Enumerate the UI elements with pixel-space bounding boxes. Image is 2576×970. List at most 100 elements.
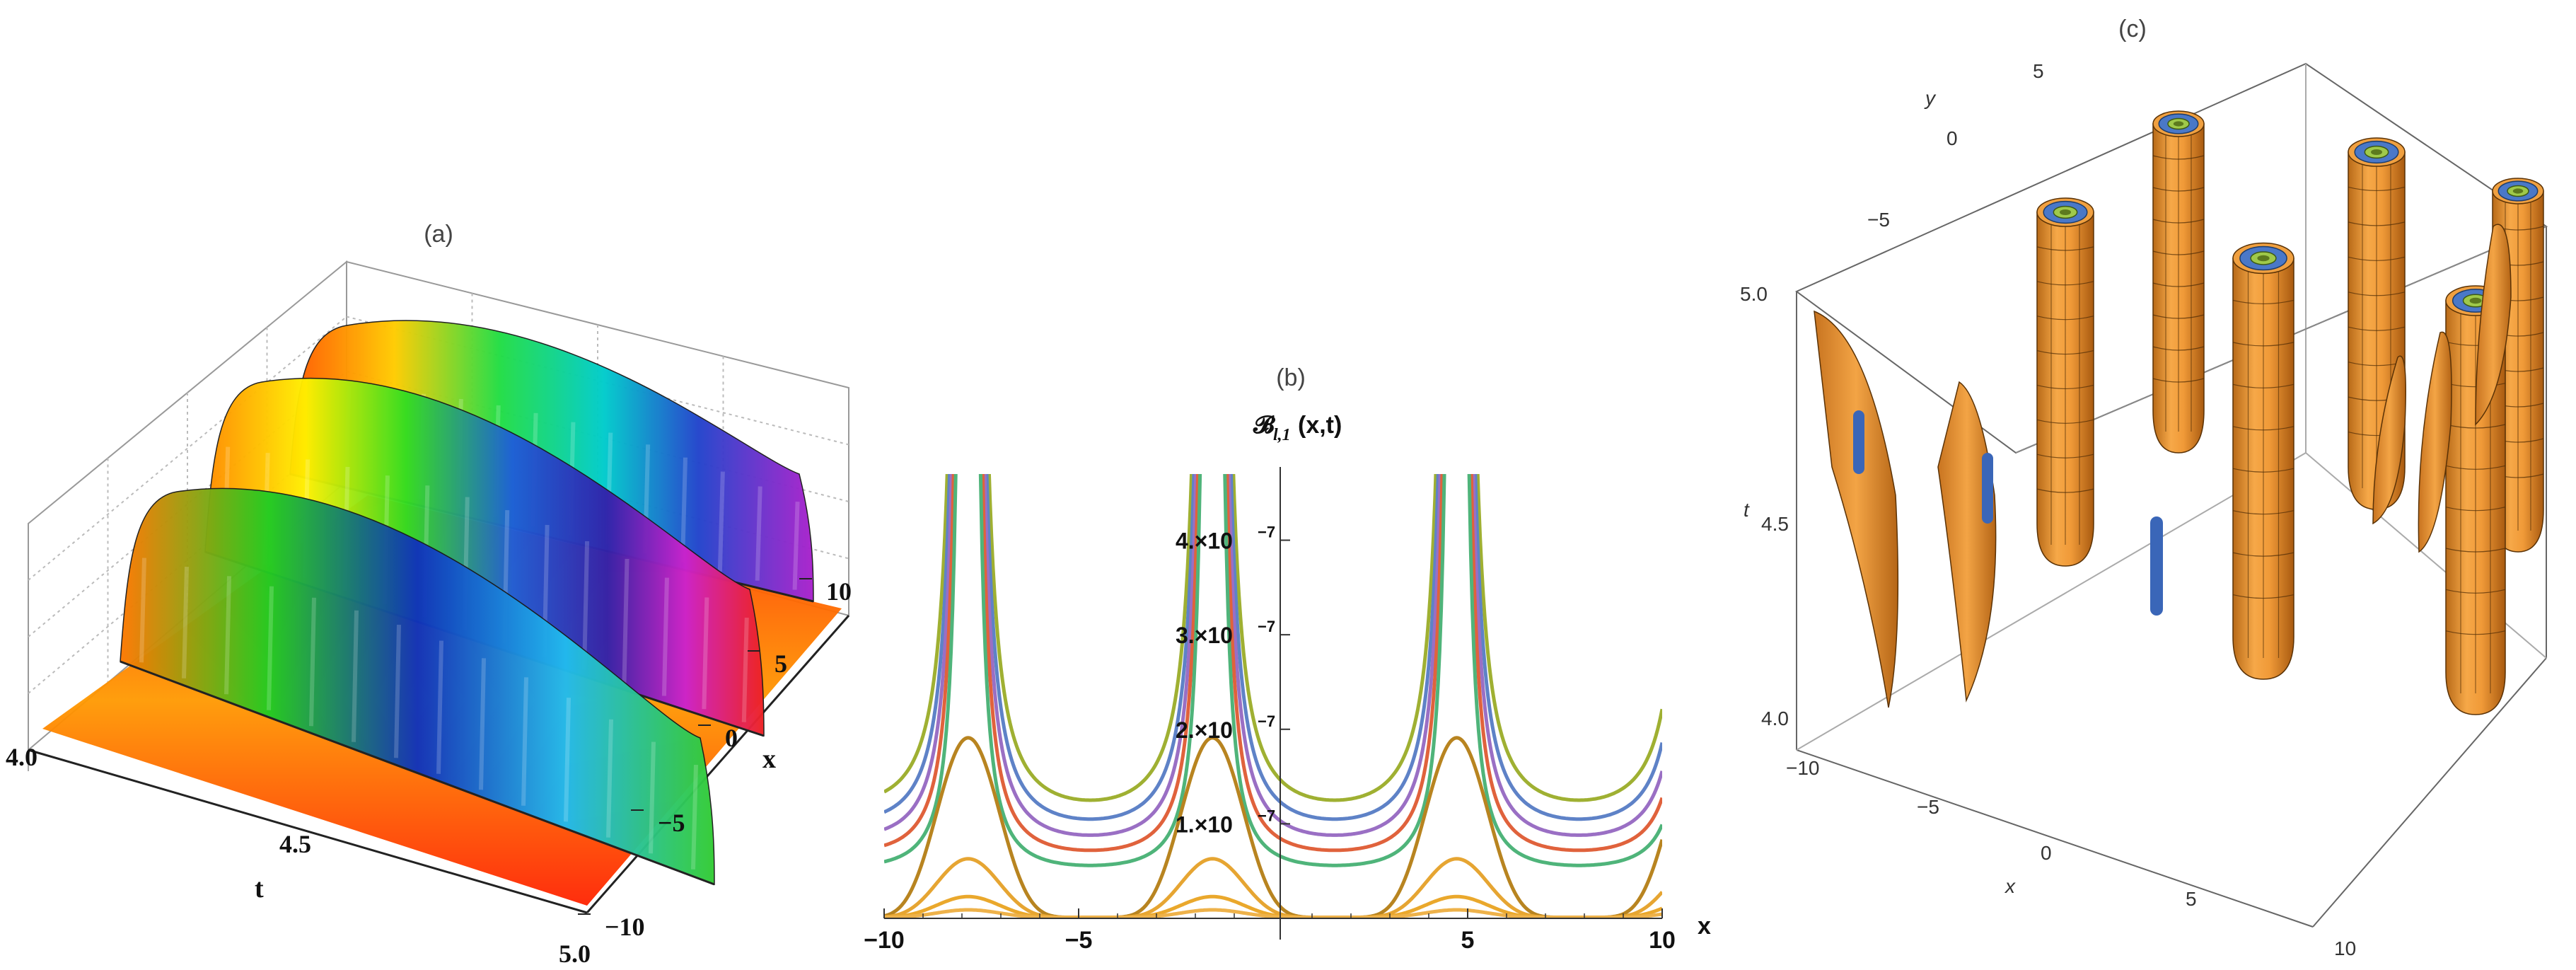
floor-edge-front — [28, 749, 588, 914]
tick-label-t: 4.5 — [279, 830, 311, 858]
tick-label-x: −10 — [605, 913, 645, 941]
axis-label-t: t — [255, 874, 264, 903]
tick-label-y: −5 — [1867, 209, 1890, 231]
y-tick-exponent: −7 — [1258, 712, 1275, 730]
panel-c-title: (c) — [2118, 16, 2147, 42]
axis-tick-group: −10 −5 0 5 10 x 5 0 −5 y 5.0 4.5 4.0 t — [1740, 60, 2356, 959]
y-tick-label: 2.×10 −7 — [1176, 712, 1275, 743]
y-tick-exponent: −7 — [1258, 618, 1275, 635]
ridge-streak — [352, 610, 359, 742]
surface-ridges — [42, 320, 842, 906]
tick-label-x: 10 — [826, 577, 852, 606]
ridge-base — [120, 660, 715, 886]
slice-opening — [1982, 453, 1993, 524]
y-tick-mantissa: 3.×10 — [1176, 623, 1233, 648]
series-line-8 — [884, 908, 1662, 918]
tick-label-x: −5 — [658, 809, 685, 837]
series-line-5 — [884, 736, 1662, 918]
series-line-4 — [884, 474, 1662, 867]
tick-label-y: 5 — [2033, 60, 2044, 82]
ridge-streak — [702, 597, 709, 710]
tick-label-x: 5 — [774, 649, 787, 678]
tube-center — [2173, 121, 2184, 127]
tick-label-x: 5 — [2186, 888, 2197, 910]
ridge-streak — [582, 541, 590, 670]
series-line-2 — [884, 474, 1662, 837]
ridge-streak — [691, 765, 698, 870]
series-line-0 — [884, 474, 1662, 802]
y-tick-label: 4.×10 −7 — [1176, 524, 1275, 554]
cube-edge — [2312, 657, 2547, 928]
x-tick-label: −10 — [864, 927, 905, 954]
isosurface-plot-svg: −10 −5 0 5 10 x 5 0 −5 y 5.0 4.5 4.0 t (c) — [1740, 16, 2548, 959]
y-tick-label: 1.×10 −7 — [1176, 807, 1275, 837]
isosurface-tubes: −10 −5 0 5 10 x 5 0 −5 y 5.0 4.5 4.0 t — [1740, 60, 2544, 959]
axis-label-x: x — [762, 744, 776, 774]
ridge — [120, 487, 715, 886]
y-tick-mantissa: 1.×10 — [1176, 812, 1233, 837]
y-tick-mantissa: 4.×10 — [1176, 529, 1233, 554]
ridge-streak — [309, 597, 316, 727]
grid-line — [28, 316, 347, 581]
side-slice-4 — [2372, 355, 2406, 525]
tube-center — [2371, 149, 2382, 155]
ridge-streak — [267, 586, 274, 710]
x-tick-label: 5 — [1461, 927, 1475, 954]
slice-opening — [1853, 410, 1864, 474]
surface-axis-labels: (a) 4.0 4.5 5.0 t 10 5 0 −5 −10 x — [6, 221, 852, 968]
tick-label-t: 4.5 — [1761, 513, 1789, 535]
axis-label-t: t — [1744, 499, 1750, 521]
tick-label-x: −10 — [1786, 757, 1820, 779]
cube-edge — [1796, 749, 2314, 928]
cube-edge-back — [2305, 452, 2547, 659]
axis-label-y: y — [1924, 87, 1937, 109]
isosurface-axis-labels: (c) — [2118, 16, 2147, 42]
x-tick-label: 10 — [1649, 927, 1676, 954]
x-tick-label: −5 — [1065, 927, 1093, 954]
side-slice-2 — [2475, 224, 2512, 426]
cube-edge-back — [1796, 452, 2307, 751]
y-tick-label: 3.×10 −7 — [1176, 618, 1275, 648]
y-axis-label-sub: l,1 — [1273, 426, 1291, 444]
ridge-face — [204, 377, 765, 737]
series-line-1 — [884, 474, 1662, 821]
y-tick-exponent: −7 — [1258, 807, 1275, 824]
ridge-streak — [436, 640, 443, 774]
side-slice-1 — [1937, 381, 1997, 703]
ridge-streak — [606, 719, 613, 838]
panel-a-surface-plot: (a) 4.0 4.5 5.0 t 10 5 0 −5 −10 x — [0, 0, 870, 970]
tick-label-t: 4.0 — [1761, 708, 1789, 729]
tube-center — [2512, 188, 2524, 194]
ridge-streak — [741, 617, 749, 722]
ridge-streak — [717, 471, 725, 572]
tube-center — [2060, 209, 2071, 215]
side-slice-0 — [1814, 310, 1899, 708]
ridge-streak — [649, 741, 656, 854]
tube-1 — [2152, 110, 2205, 454]
axis-label-x: x — [2004, 875, 2016, 897]
tick-label-x: −5 — [1917, 796, 1939, 818]
series-line-3 — [884, 474, 1662, 853]
panel-c-isosurface-plot: −10 −5 0 5 10 x 5 0 −5 y 5.0 4.5 4.0 t (c) — [1726, 0, 2576, 970]
panel-b-title: (b) — [1276, 364, 1306, 391]
slice-opening — [2150, 516, 2163, 616]
side-slice-3 — [2418, 331, 2452, 553]
line-plot-axes: −10 −5 5 10 1.×10 −7 2.×10 −7 3.×10 −7 4.×10 −7 — [864, 467, 1676, 954]
tick-label-x: 0 — [2041, 842, 2052, 864]
ridge-streak — [224, 576, 231, 695]
tick-label-y: 0 — [1946, 127, 1958, 149]
ridge-streak — [139, 558, 146, 663]
y-axis-label-main: 𝓑 — [1253, 412, 1276, 439]
ridge-face — [120, 487, 715, 886]
ridge-streak — [792, 501, 800, 590]
tick-label-t: 4.0 — [6, 743, 37, 771]
panel-b-line-plot: −10 −5 5 10 1.×10 −7 2.×10 −7 3.×10 −7 4.×10 −7 (b)… — [842, 0, 1740, 970]
ridge-streak — [622, 558, 630, 683]
surface-plot-svg: (a) 4.0 4.5 5.0 t 10 5 0 −5 −10 x — [6, 221, 852, 968]
tube-4 — [2232, 242, 2294, 680]
y-tick-mantissa: 2.×10 — [1176, 717, 1233, 743]
tick-label-x: 0 — [725, 724, 738, 752]
ridge-streak — [394, 624, 401, 758]
panel-a-title: (a) — [424, 221, 453, 248]
floor-edge-right — [586, 615, 850, 913]
